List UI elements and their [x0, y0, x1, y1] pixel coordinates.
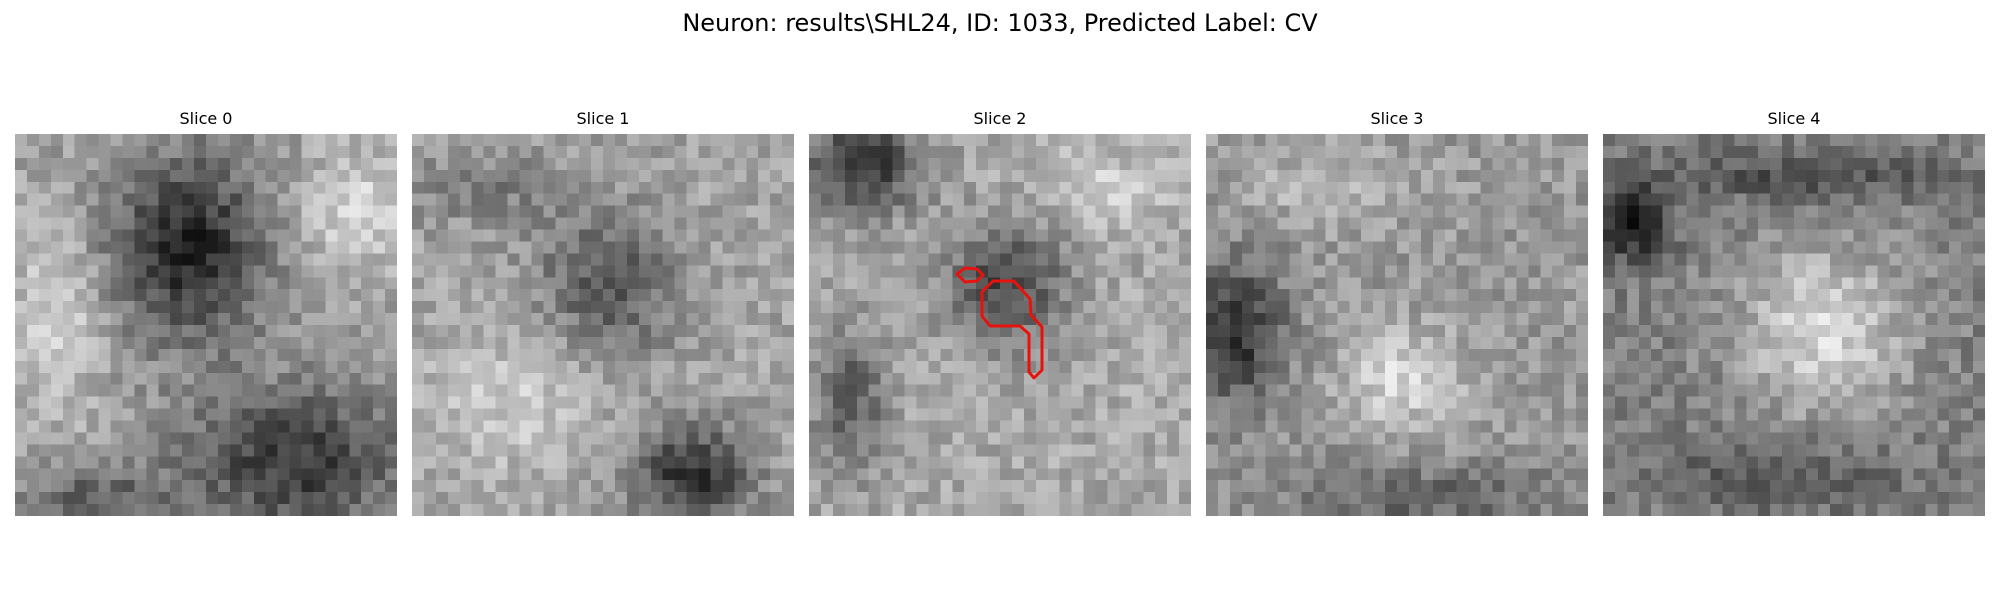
slice-4-image — [1603, 134, 1985, 516]
slice-1-title: Slice 1 — [576, 109, 630, 128]
slice-3-image — [1206, 134, 1588, 516]
slice-0-image — [15, 134, 397, 516]
slice-2-image — [809, 134, 1191, 516]
slice-3-title: Slice 3 — [1370, 109, 1424, 128]
slice-2-title: Slice 2 — [973, 109, 1027, 128]
figure-title: Neuron: results\SHL24, ID: 1033, Predict… — [682, 9, 1318, 37]
slice-0-title: Slice 0 — [179, 109, 233, 128]
slice-1-image — [412, 134, 794, 516]
slice-4-title: Slice 4 — [1767, 109, 1821, 128]
